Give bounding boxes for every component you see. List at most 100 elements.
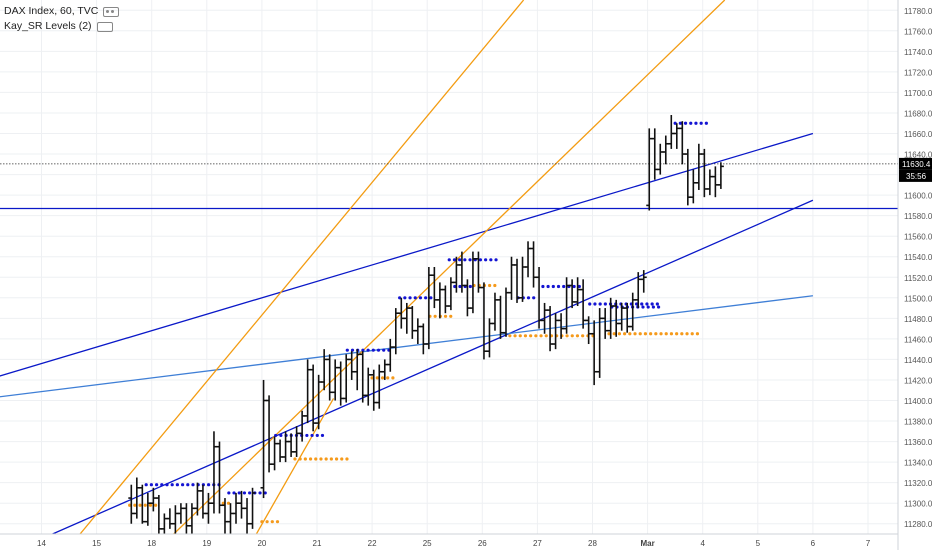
y-tick-label: 11740.0: [904, 48, 932, 57]
sr-level-dot-blue: [350, 348, 355, 352]
sr-level-dot-blue: [468, 284, 472, 289]
sr-level-dot-blue: [468, 258, 472, 262]
sr-level-dot-orange: [529, 334, 533, 338]
sr-level-dot-blue: [699, 121, 703, 125]
y-tick-label: 11700.0: [904, 89, 932, 98]
sr-level-dot-blue: [398, 296, 402, 300]
y-tick-label: 11420.0: [904, 376, 932, 385]
sr-level-dot-blue: [562, 284, 566, 289]
sr-level-dot-blue: [453, 284, 457, 289]
eye-icon[interactable]: [103, 6, 120, 17]
sr-level-dot-blue: [371, 348, 375, 352]
sr-level-dot-orange: [154, 503, 158, 507]
y-tick-label: 11460.0: [904, 335, 932, 344]
y-tick-label: 11600.0: [904, 192, 932, 201]
x-tick-label: 4: [700, 539, 705, 548]
sr-level-dot-blue: [704, 121, 708, 125]
y-tick-label: 11640.0: [904, 151, 932, 160]
sr-level-dot-orange: [375, 376, 379, 380]
sr-level-dot-blue: [305, 433, 309, 438]
sr-level-dot-orange: [260, 520, 264, 524]
x-tick-label: 15: [92, 539, 101, 548]
sr-level-dot-orange: [539, 334, 543, 338]
sr-level-dot-blue: [640, 302, 644, 306]
sr-level-dot-orange: [581, 334, 585, 338]
sr-level-dot-orange: [138, 503, 142, 507]
y-tick-label: 11780.0: [904, 7, 932, 16]
sr-level-dot-orange: [319, 457, 323, 461]
sr-level-dot-orange: [575, 334, 580, 338]
sr-level-dot-blue: [144, 483, 148, 487]
sr-level-dot-blue: [603, 302, 607, 306]
sr-level-dot-orange: [623, 332, 627, 336]
sr-level-dot-orange: [298, 457, 302, 461]
trendline-orange: [79, 0, 525, 534]
sr-level-dot-blue: [258, 491, 262, 495]
sr-level-dot-orange: [685, 332, 689, 336]
sr-level-dot-orange: [314, 457, 318, 461]
sr-level-dot-blue: [588, 302, 592, 306]
countdown-tag: [899, 169, 932, 182]
sr-level-dot-blue: [683, 121, 688, 125]
sr-level-dot-blue: [651, 305, 655, 309]
countdown-label: 35:56: [906, 172, 927, 181]
sr-level-dot-orange: [143, 503, 147, 507]
x-tick-label: 22: [368, 539, 377, 548]
sr-level-dot-blue: [494, 258, 498, 262]
sr-level-dot-blue: [641, 305, 645, 309]
sr-level-dot-orange: [148, 503, 153, 507]
y-tick-label: 11360.0: [904, 438, 932, 447]
y-tick-label: 11580.0: [904, 212, 932, 221]
sr-level-dot-orange: [128, 503, 132, 507]
sr-level-dot-blue: [263, 491, 267, 495]
indicator-settings-icon[interactable]: [96, 21, 113, 32]
sr-level-dot-orange: [303, 457, 307, 461]
sr-level-dot-orange: [664, 332, 668, 336]
y-tick-label: 11660.0: [904, 130, 932, 139]
sr-level-dot-blue: [656, 305, 661, 309]
chart-ohlc-bars: [128, 115, 724, 534]
y-tick-label: 11380.0: [904, 418, 932, 427]
sr-level-dot-blue: [191, 483, 195, 487]
sr-level-dot-orange: [544, 334, 548, 338]
y-tick-label: 11300.0: [904, 500, 932, 509]
sr-level-dot-blue: [165, 483, 169, 487]
sr-level-dot-orange: [386, 376, 390, 380]
sr-level-dot-blue: [274, 433, 278, 438]
sr-level-dot-blue: [645, 302, 649, 306]
x-tick-label: 26: [478, 539, 487, 548]
y-tick-label: 11540.0: [904, 253, 932, 262]
sr-level-dot-orange: [270, 520, 274, 524]
sr-level-dot-orange: [493, 283, 497, 288]
legend-symbol-row[interactable]: DAX Index, 60, TVC: [4, 4, 120, 19]
sr-level-dot-blue: [206, 483, 211, 487]
sr-level-dot-orange: [513, 334, 517, 338]
x-tick-label: 7: [866, 539, 871, 548]
y-tick-label: 11400.0: [904, 397, 932, 406]
sr-level-dot-blue: [484, 258, 488, 262]
sr-level-dot-orange: [643, 332, 648, 336]
x-tick-label: Mar: [640, 539, 654, 548]
chart-sr-levels: [128, 121, 708, 524]
sr-level-dot-orange: [617, 332, 622, 336]
legend-indicator-row[interactable]: Kay_SR Levels (2): [4, 19, 119, 34]
trendline-light: [0, 295, 813, 398]
sr-level-dot-orange: [133, 503, 137, 507]
y-tick-label: 11440.0: [904, 356, 932, 365]
x-tick-label: 19: [202, 539, 211, 548]
trendline-blue: [52, 199, 814, 534]
sr-level-dot-orange: [612, 332, 616, 336]
sr-level-dot-orange: [607, 332, 611, 336]
sr-level-dot-blue: [598, 302, 602, 306]
x-tick-label: 14: [37, 539, 46, 548]
x-tick-label: 18: [147, 539, 156, 548]
sr-level-dot-orange: [628, 332, 632, 336]
sr-level-dot-blue: [452, 258, 457, 262]
sr-level-dot-blue: [541, 284, 545, 289]
sr-level-dot-orange: [340, 457, 344, 461]
sr-level-dot-orange: [675, 332, 679, 336]
sr-level-dot-blue: [237, 491, 241, 495]
sr-level-dot-blue: [532, 296, 536, 300]
y-tick-label: 11560.0: [904, 233, 932, 242]
